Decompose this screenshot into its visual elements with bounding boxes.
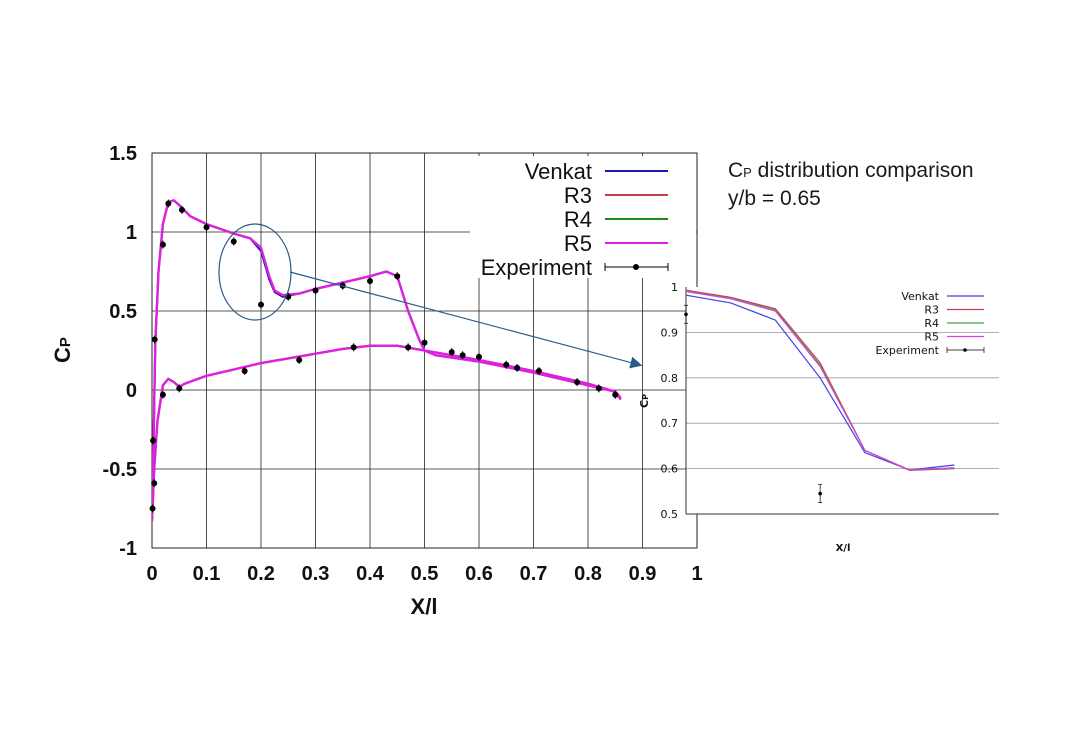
y-tick-label: 0.5	[109, 301, 137, 323]
inset-legend-label: Venkat	[901, 290, 939, 303]
experiment-point	[176, 385, 183, 392]
experiment-point	[203, 224, 210, 231]
x-tick-label: 0.9	[629, 563, 657, 585]
inset-y-tick-label: 0.9	[661, 326, 679, 339]
experiment-point	[394, 273, 401, 280]
experiment-point	[459, 352, 466, 359]
inset-background	[686, 287, 999, 514]
legend-label: R4	[564, 207, 592, 232]
experiment-point	[405, 344, 412, 351]
inset-y-axis-label-main: C	[638, 400, 651, 408]
inset-series-line-r5	[685, 290, 955, 471]
y-tick-label: -1	[119, 538, 137, 560]
inset-y-axis-label: CP	[638, 394, 651, 408]
x-tick-label: 0.7	[520, 563, 548, 585]
x-axis-label: X/l	[411, 594, 438, 619]
experiment-point	[230, 238, 237, 245]
x-tick-label: 0.5	[411, 563, 439, 585]
zoom-arrow	[289, 271, 643, 369]
zoom-callout	[218, 223, 643, 369]
experiment-point	[535, 368, 542, 375]
experiment-point	[159, 241, 166, 248]
inset-legend-label: R5	[924, 331, 939, 344]
x-tick-label: 0.3	[302, 563, 330, 585]
inset-y-tick-label: 0.5	[661, 508, 679, 521]
experiment-point	[503, 361, 510, 368]
experiment-point	[312, 287, 319, 294]
experiment-point	[574, 379, 581, 386]
inset-legend-label: Experiment	[875, 344, 939, 357]
experiment-point	[178, 206, 185, 213]
experiment-point	[296, 356, 303, 363]
inset-legend-label: R3	[924, 304, 939, 317]
x-tick-label: 0.8	[574, 563, 602, 585]
legend-swatch-marker	[633, 264, 639, 270]
series-line-r5-lower	[152, 344, 622, 522]
inset-y-tick-label: 0.6	[661, 463, 679, 476]
experiment-point	[476, 353, 482, 360]
inset-experiment-point	[684, 312, 688, 317]
experiment-point	[258, 301, 264, 308]
experiment-point	[595, 385, 602, 392]
experiment-point	[159, 391, 166, 398]
experiment-point	[241, 368, 248, 375]
x-tick-label: 0.6	[465, 563, 493, 585]
x-tick-label: 0.4	[356, 563, 385, 585]
experiment-point	[151, 336, 158, 343]
y-tick-label: 1	[126, 222, 137, 244]
inset-legend-swatch-marker	[963, 348, 967, 352]
inset-x-axis-label: X/l	[836, 543, 851, 554]
x-tick-label: 1	[691, 563, 702, 585]
inset-chart: 0.5 0.6 0.7 0.8 0.9 1 X/l CP VenkatR3R4R5Experim…	[638, 281, 999, 554]
experiment-point	[350, 344, 357, 351]
legend-label: Experiment	[481, 255, 592, 280]
inset-y-axis-label-sub: P	[641, 394, 650, 400]
x-tick-label: 0	[146, 563, 157, 585]
y-axis-label: CP	[50, 337, 75, 363]
x-tick-label: 0.1	[193, 563, 221, 585]
y-tick-label: 1.5	[109, 143, 137, 165]
legend-label: R5	[564, 231, 592, 256]
legend-box	[470, 156, 696, 278]
y-axis-label-main: C	[50, 347, 75, 363]
experiment-point	[150, 437, 157, 444]
legend-label: R3	[564, 183, 592, 208]
experiment-point	[151, 480, 158, 487]
experiment-point	[448, 349, 455, 356]
experiment-point	[612, 391, 619, 398]
annotation-title: CP distribution comparison	[728, 159, 974, 182]
x-tick-label: 0.2	[247, 563, 275, 585]
annotation-block: CP distribution comparison y/b = 0.65	[728, 158, 974, 212]
inset-y-tick-label: 0.8	[661, 372, 679, 385]
inset-y-tick-label: 1	[671, 281, 678, 294]
y-tick-label: -0.5	[103, 459, 137, 481]
inset-legend-label: R4	[924, 317, 939, 330]
annotation-condition: y/b = 0.65	[728, 187, 821, 210]
experiment-point	[165, 200, 172, 207]
main-chart: 0 0.1 0.2 0.3 0.4 0.5 0.6 0.7 0.8 0.9 1 -1 -0.5 0 0.5 1…	[50, 143, 703, 619]
inset-experiment-point	[818, 491, 822, 496]
y-axis-label-sub: P	[57, 337, 74, 347]
experiment-point	[149, 505, 156, 512]
legend-label: Venkat	[525, 159, 592, 184]
experiment-point	[367, 277, 373, 284]
y-tick-label: 0	[126, 380, 137, 402]
experiment-point	[421, 339, 428, 346]
experiment-point	[514, 364, 521, 371]
zoom-ellipse	[218, 223, 292, 321]
inset-y-tick-label: 0.7	[661, 417, 679, 430]
